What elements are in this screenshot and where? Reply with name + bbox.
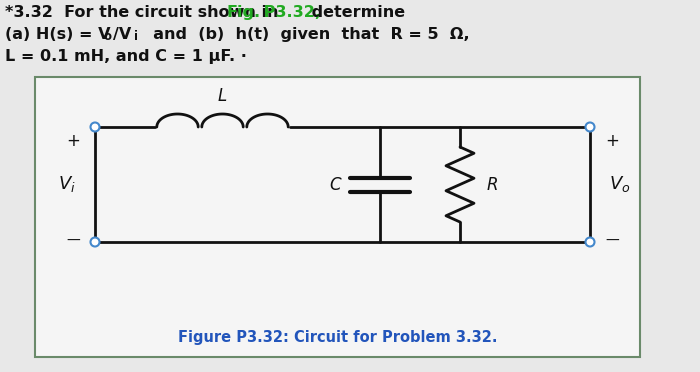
Text: L: L: [218, 87, 227, 105]
Text: $V_i$: $V_i$: [58, 174, 76, 195]
Text: Fig.: Fig.: [226, 5, 260, 20]
Text: +: +: [66, 132, 80, 150]
Circle shape: [90, 122, 99, 131]
Text: R: R: [486, 176, 498, 193]
Text: —: —: [66, 234, 80, 248]
Text: *3.32  For the circuit shown in: *3.32 For the circuit shown in: [5, 5, 284, 20]
Circle shape: [585, 237, 594, 247]
Circle shape: [90, 237, 99, 247]
Text: o: o: [104, 30, 112, 43]
Text: C: C: [329, 176, 341, 193]
Text: and  (b)  h(t)  given  that  R = 5  Ω,: and (b) h(t) given that R = 5 Ω,: [142, 27, 470, 42]
Text: Figure P3.32: Circuit for Problem 3.32.: Figure P3.32: Circuit for Problem 3.32.: [178, 330, 497, 345]
Circle shape: [585, 122, 594, 131]
FancyBboxPatch shape: [35, 77, 640, 357]
Text: i: i: [134, 30, 138, 43]
Text: L = 0.1 mH, and C = 1 μF. ·: L = 0.1 mH, and C = 1 μF. ·: [5, 49, 247, 64]
Text: (a) H(s) = V: (a) H(s) = V: [5, 27, 111, 42]
Text: /V: /V: [113, 27, 132, 42]
Text: P3.32,: P3.32,: [258, 5, 321, 20]
Text: determine: determine: [306, 5, 405, 20]
Text: $V_o$: $V_o$: [609, 174, 631, 195]
Text: —: —: [605, 234, 619, 248]
Text: +: +: [605, 132, 619, 150]
